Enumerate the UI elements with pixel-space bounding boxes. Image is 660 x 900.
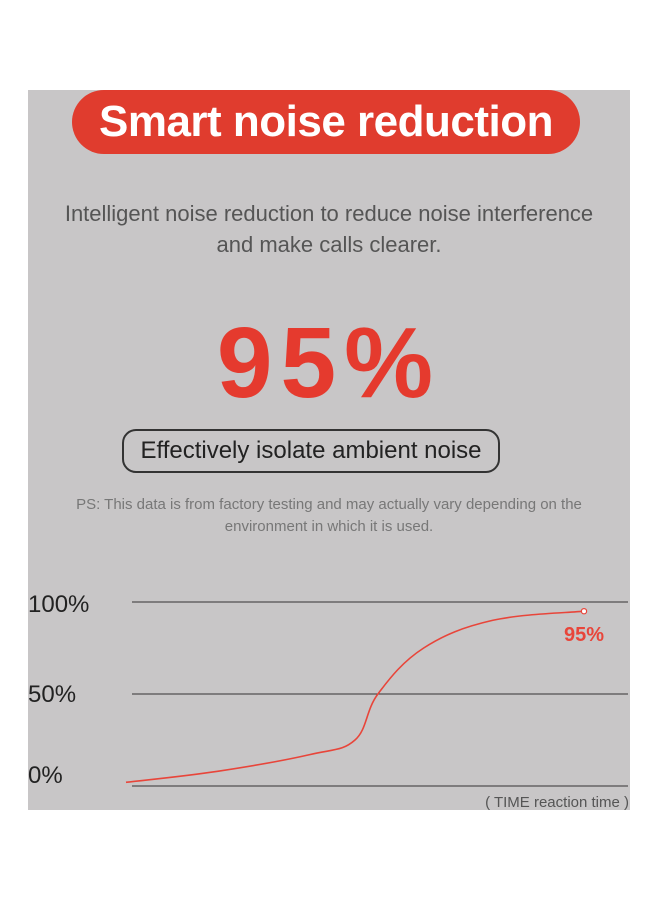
y-tick-label: 50% bbox=[28, 681, 76, 708]
infographic-panel: Smart noise reduction Intelligent noise … bbox=[28, 90, 630, 810]
subtitle-line-1: Intelligent noise reduction to reduce no… bbox=[64, 201, 594, 226]
title-banner: Smart noise reduction bbox=[72, 90, 580, 154]
disclaimer-line-2: environment in which it is used. bbox=[224, 518, 434, 535]
series-end-point bbox=[580, 608, 588, 615]
feature-badge: Effectively isolate ambient noise bbox=[122, 429, 500, 473]
noise-reduction-chart: 100% 50% 0% 95% ( TIME reaction time ) bbox=[28, 591, 629, 810]
feature-badge-label: Effectively isolate ambient noise bbox=[140, 437, 482, 464]
subtitle-line-2: and make calls clearer. bbox=[216, 232, 442, 257]
y-tick-label: 0% bbox=[28, 762, 63, 789]
y-tick-label: 100% bbox=[28, 591, 89, 618]
series-line bbox=[125, 610, 585, 784]
x-axis-label: ( TIME reaction time ) bbox=[485, 794, 629, 810]
subtitle: Intelligent noise reduction to reduce no… bbox=[28, 198, 630, 260]
page-title: Smart noise reduction bbox=[98, 97, 554, 146]
disclaimer-line-1: PS: This data is from factory testing an… bbox=[76, 496, 582, 513]
end-value-label: 95% bbox=[564, 624, 604, 646]
highlight-percentage: 95% bbox=[216, 307, 442, 419]
disclaimer-note: PS: This data is from factory testing an… bbox=[28, 494, 630, 538]
